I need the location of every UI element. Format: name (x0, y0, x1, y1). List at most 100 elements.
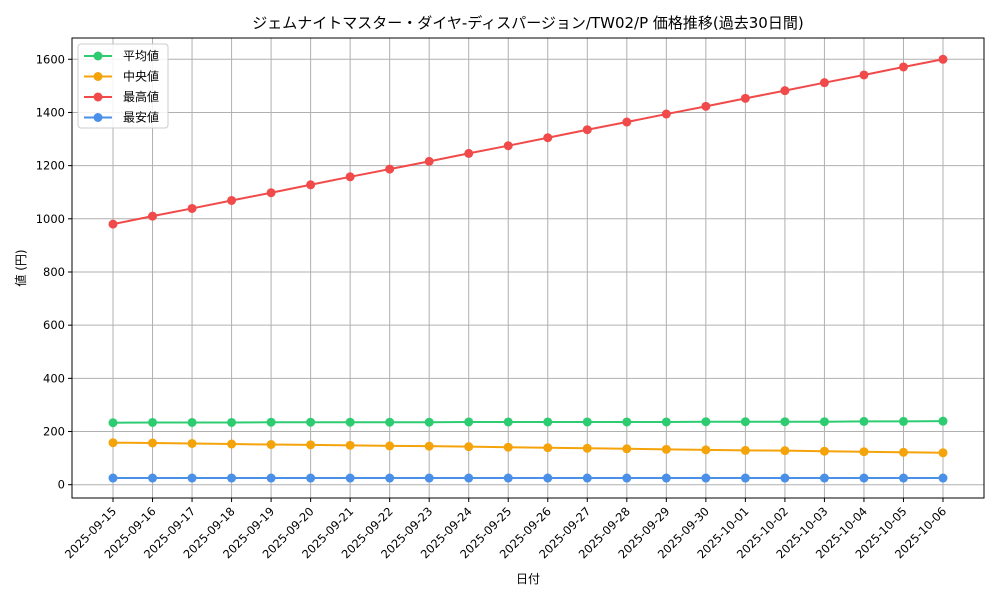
data-point (345, 172, 355, 182)
data-point (819, 473, 829, 483)
data-point (859, 447, 869, 457)
data-point (701, 445, 711, 455)
x-axis: 2025-09-152025-09-162025-09-172025-09-18… (62, 498, 949, 561)
y-tick-label: 0 (58, 478, 65, 492)
data-point (898, 447, 908, 457)
data-point (543, 473, 553, 483)
data-point (306, 440, 316, 450)
data-point (780, 446, 790, 456)
data-point (898, 416, 908, 426)
data-point (187, 438, 197, 448)
data-point (740, 93, 750, 103)
data-point (543, 417, 553, 427)
data-point (740, 417, 750, 427)
data-point (661, 417, 671, 427)
legend-label: 中央値 (123, 69, 159, 84)
legend-label: 最安値 (123, 110, 159, 125)
y-tick-label: 1200 (36, 159, 65, 173)
data-point (701, 417, 711, 427)
data-point (780, 417, 790, 427)
data-point (859, 70, 869, 80)
data-point (424, 417, 434, 427)
data-point (819, 78, 829, 88)
y-tick-label: 600 (43, 318, 65, 332)
data-point (266, 188, 276, 198)
data-point (503, 141, 513, 151)
data-point (938, 473, 948, 483)
legend-label: 平均値 (123, 48, 159, 63)
series-line (112, 58, 944, 226)
data-point (385, 417, 395, 427)
grid (72, 38, 984, 498)
series-2 (108, 54, 948, 229)
data-point (227, 417, 237, 427)
chart-title: ジェムナイトマスター・ダイヤ-ディスパージョン/TW02/P 価格推移(過去30… (252, 14, 803, 32)
data-point (227, 473, 237, 483)
data-point (661, 444, 671, 454)
data-point (187, 203, 197, 213)
series-line (112, 441, 944, 454)
data-point (306, 180, 316, 190)
data-point (503, 442, 513, 452)
data-point (187, 473, 197, 483)
data-point (661, 473, 671, 483)
data-point (345, 440, 355, 450)
data-point (622, 417, 632, 427)
data-point (780, 473, 790, 483)
data-point (582, 473, 592, 483)
data-point (385, 164, 395, 174)
y-tick-label: 400 (43, 371, 65, 385)
y-tick-label: 1600 (36, 52, 65, 66)
data-point (306, 473, 316, 483)
data-point (266, 417, 276, 427)
data-point (187, 417, 197, 427)
series-line (112, 420, 944, 424)
legend-box (77, 43, 169, 129)
y-tick-label: 1400 (36, 105, 65, 119)
data-point (464, 148, 474, 158)
data-point (859, 416, 869, 426)
data-point (385, 473, 395, 483)
series-3 (108, 473, 948, 483)
data-point (898, 473, 908, 483)
data-point (503, 473, 513, 483)
plot-frame (71, 37, 985, 499)
y-tick-label: 800 (43, 265, 65, 279)
data-point (108, 473, 118, 483)
data-point (227, 439, 237, 449)
data-point (701, 101, 711, 111)
data-point (938, 448, 948, 458)
y-axis: 0 200 400 600 800 1000 1200 1400 1600 (36, 52, 72, 492)
data-point (938, 416, 948, 426)
data-point (148, 417, 158, 427)
data-point (464, 473, 474, 483)
data-point (740, 473, 750, 483)
data-point (148, 211, 158, 221)
data-point (622, 473, 632, 483)
data-point (266, 473, 276, 483)
data-point (819, 446, 829, 456)
data-point (266, 440, 276, 450)
data-point (898, 62, 908, 72)
data-point (503, 417, 513, 427)
data-point (622, 117, 632, 127)
data-point (582, 125, 592, 135)
series-layer (108, 54, 948, 483)
data-point (108, 438, 118, 448)
data-point (424, 473, 434, 483)
y-tick-label: 200 (43, 425, 65, 439)
data-point (108, 418, 118, 428)
data-point (938, 54, 948, 64)
series-0 (108, 416, 948, 428)
y-axis-label: 値 (円) (13, 249, 28, 286)
data-point (227, 195, 237, 205)
data-point (582, 443, 592, 453)
data-point (622, 444, 632, 454)
data-point (464, 442, 474, 452)
data-point (464, 417, 474, 427)
data-point (424, 156, 434, 166)
data-point (701, 473, 711, 483)
legend-marker (93, 113, 103, 122)
